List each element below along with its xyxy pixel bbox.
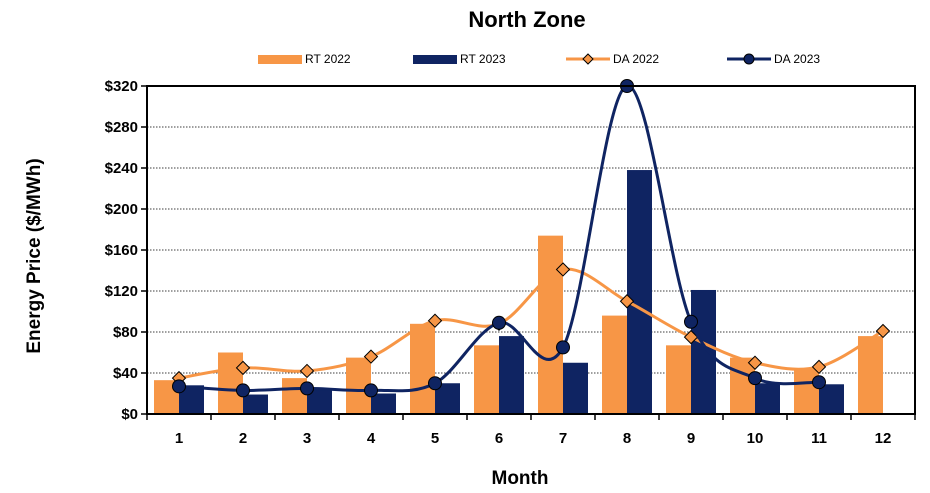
x-tick-label: 12 bbox=[875, 430, 892, 447]
circle-marker bbox=[684, 314, 698, 329]
diamond-marker bbox=[235, 360, 251, 376]
legend-marker bbox=[582, 53, 594, 65]
diamond-marker bbox=[875, 323, 891, 339]
diamond-marker bbox=[299, 363, 315, 379]
bar bbox=[755, 383, 780, 414]
bar bbox=[474, 345, 499, 414]
y-tick-label: $120 bbox=[105, 283, 138, 300]
gridlines bbox=[147, 85, 915, 374]
circle-marker bbox=[364, 383, 378, 398]
x-tick-label: 11 bbox=[811, 430, 827, 447]
legend-marker bbox=[743, 53, 755, 65]
circle-marker bbox=[172, 379, 186, 394]
x-axis-title: Month bbox=[492, 468, 549, 489]
x-tick-label: 9 bbox=[687, 430, 695, 447]
diamond-marker bbox=[555, 262, 571, 277]
bar bbox=[666, 345, 691, 414]
y-tick-label: $280 bbox=[105, 119, 138, 136]
x-tick-label: 10 bbox=[747, 430, 764, 447]
y-tick-label: $320 bbox=[105, 78, 138, 95]
diamond-marker bbox=[811, 359, 827, 375]
x-tick-label: 7 bbox=[559, 430, 567, 447]
circle-marker bbox=[748, 371, 762, 386]
y-tick-label: $0 bbox=[121, 406, 138, 423]
bar bbox=[794, 368, 819, 414]
circle-marker bbox=[428, 376, 442, 391]
legend-swatch bbox=[413, 55, 457, 64]
diamond-marker bbox=[683, 329, 699, 345]
bar bbox=[243, 394, 268, 414]
diamond-marker bbox=[619, 294, 635, 309]
circle-marker bbox=[492, 315, 506, 330]
bar bbox=[819, 384, 844, 414]
bar bbox=[410, 323, 435, 414]
legend-label: DA 2023 bbox=[774, 52, 820, 66]
y-tick-label: $40 bbox=[113, 365, 138, 382]
y-tick-label: $160 bbox=[105, 242, 138, 259]
bar bbox=[627, 170, 652, 414]
diamond-marker bbox=[427, 313, 443, 328]
axes bbox=[141, 85, 916, 420]
y-axis-title: Energy Price ($/MWh) bbox=[24, 158, 45, 353]
bar bbox=[730, 357, 755, 414]
x-tick-label: 1 bbox=[175, 430, 183, 447]
x-tick-labels: 1 2 3 4 5 6 7 8 9 10 11 12 bbox=[175, 430, 892, 447]
legend: RT 2022 RT 2023 DA 2022 DA 2023 bbox=[258, 52, 820, 66]
bar bbox=[499, 336, 524, 414]
x-tick-label: 2 bbox=[239, 430, 247, 447]
bar bbox=[538, 235, 563, 414]
bars bbox=[154, 170, 883, 414]
bar bbox=[858, 336, 883, 414]
bar bbox=[371, 393, 396, 414]
circle-marker bbox=[300, 381, 314, 396]
legend-label: RT 2023 bbox=[460, 52, 506, 66]
x-tick-label: 4 bbox=[367, 430, 376, 447]
bar bbox=[563, 362, 588, 414]
legend-swatch bbox=[258, 55, 302, 64]
legend-label: RT 2022 bbox=[305, 52, 351, 66]
bar bbox=[602, 315, 627, 414]
y-tick-label: $240 bbox=[105, 160, 138, 177]
legend-label: DA 2022 bbox=[613, 52, 659, 66]
chart-title: North Zone bbox=[468, 7, 585, 32]
x-tick-label: 8 bbox=[623, 430, 631, 447]
y-tick-labels: $0 $40 $80 $120 $160 $200 $240 $280 $320 bbox=[105, 78, 138, 423]
circle-marker bbox=[236, 383, 250, 398]
x-tick-label: 5 bbox=[431, 430, 439, 447]
y-tick-label: $200 bbox=[105, 201, 138, 218]
diamond-marker bbox=[747, 355, 763, 370]
series-line bbox=[178, 267, 884, 380]
circle-marker bbox=[812, 375, 826, 390]
bar bbox=[691, 289, 716, 414]
circle-marker bbox=[556, 340, 570, 355]
y-tick-label: $80 bbox=[113, 324, 138, 341]
bar bbox=[218, 352, 243, 414]
x-tick-label: 3 bbox=[303, 430, 311, 447]
x-tick-label: 6 bbox=[495, 430, 503, 447]
diamond-marker bbox=[363, 349, 379, 364]
